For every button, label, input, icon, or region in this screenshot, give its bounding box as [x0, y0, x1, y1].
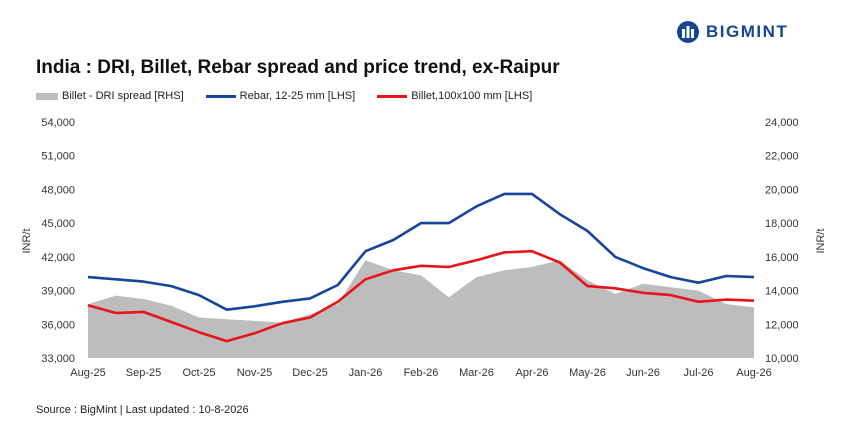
y-tick-right-20-000: 20,000: [765, 184, 799, 196]
x-tick-apr-26: Apr-26: [515, 367, 548, 379]
x-tick-oct-25: Oct-25: [182, 367, 215, 379]
legend-label-spread: Billet - DRI spread [RHS]: [62, 90, 184, 102]
y-tick-left-36-000: 36,000: [41, 319, 75, 331]
x-tick-may-26: May-26: [569, 367, 606, 379]
y-tick-left-54-000: 54,000: [41, 117, 75, 129]
bigmint-logo: BIGMINT: [676, 20, 788, 44]
y-axis-label-right: INR/t: [815, 228, 827, 253]
legend-swatch-spread: [36, 92, 58, 100]
series-line-rebar: [87, 192, 755, 311]
chart-legend: Billet - DRI spread [RHS] Rebar, 12-25 m…: [36, 90, 554, 102]
y-tick-left-48-000: 48,000: [41, 184, 75, 196]
x-tick-sep-25: Sep-25: [126, 367, 161, 379]
x-tick-jun-26: Jun-26: [626, 367, 660, 379]
y-tick-right-10-000: 10,000: [765, 353, 799, 365]
x-tick-dec-25: Dec-25: [292, 367, 327, 379]
x-tick-nov-25: Nov-25: [237, 367, 272, 379]
y-tick-right-14-000: 14,000: [765, 286, 799, 298]
y-tick-right-18-000: 18,000: [765, 218, 799, 230]
y-tick-left-45-000: 45,000: [41, 218, 75, 230]
y-tick-left-51-000: 51,000: [41, 151, 75, 163]
series-area-spread: [88, 260, 754, 358]
series-line-billet: [87, 249, 755, 343]
price-trend-chart: 54,000 51,000 48,000 45,000 42,000 39,000 36,0…: [21, 117, 827, 379]
y-tick-right-24-000: 24,000: [765, 117, 799, 129]
y-tick-left-33-000: 33,000: [41, 353, 75, 365]
legend-item-billet: Billet,100x100 mm [LHS]: [377, 90, 532, 102]
y-tick-right-16-000: 16,000: [765, 252, 799, 264]
source-note: Source : BigMint | Last updated : 10-8-2…: [36, 404, 249, 416]
price-lines-layer: [87, 192, 755, 343]
legend-swatch-rebar: [205, 94, 236, 98]
bigmint-logo-icon: [677, 21, 699, 43]
x-tick-jul-26: Jul-26: [684, 367, 714, 379]
y-tick-left-42-000: 42,000: [41, 252, 75, 264]
x-tick-mar-26: Mar-26: [459, 367, 494, 379]
x-tick-jan-26: Jan-26: [349, 367, 383, 379]
legend-item-spread: Billet - DRI spread [RHS]: [36, 90, 184, 102]
y-axis-label-left: INR/t: [21, 228, 33, 253]
legend-label-rebar: Rebar, 12-25 mm [LHS]: [239, 90, 356, 102]
x-tick-feb-26: Feb-26: [404, 367, 439, 379]
y-tick-right-22-000: 22,000: [765, 151, 799, 163]
legend-swatch-billet: [377, 94, 408, 98]
chart-title: India : DRI, Billet, Rebar spread and pr…: [36, 57, 560, 78]
x-tick-aug-25: Aug-25: [70, 367, 105, 379]
y-tick-right-12-000: 12,000: [765, 319, 799, 331]
axes-layer: 54,000 51,000 48,000 45,000 42,000 39,000 36,0…: [41, 117, 798, 379]
logo-text: BIGMINT: [706, 22, 789, 41]
legend-item-rebar: Rebar, 12-25 mm [LHS]: [205, 90, 356, 102]
x-tick-aug-26: Aug-26: [736, 367, 771, 379]
y-tick-left-39-000: 39,000: [41, 286, 75, 298]
legend-label-billet: Billet,100x100 mm [LHS]: [411, 90, 533, 102]
spread-area-layer: [88, 260, 754, 358]
